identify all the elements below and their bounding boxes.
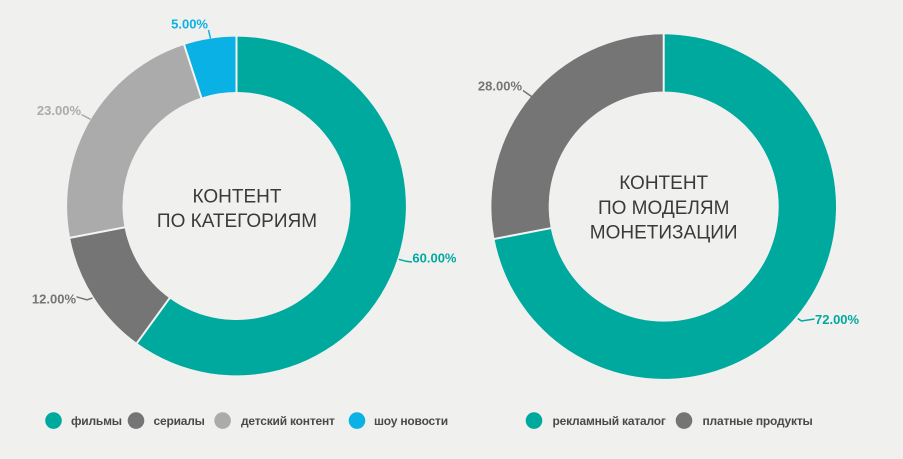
svg-text:23.00%: 23.00% <box>37 103 82 118</box>
svg-text:КОНТЕНТ: КОНТЕНТ <box>619 173 708 194</box>
svg-text:платные продукты: платные продукты <box>703 414 813 428</box>
svg-text:шоу новости: шоу новости <box>374 414 448 428</box>
svg-text:сериалы: сериалы <box>154 414 205 428</box>
svg-text:МОНЕТИЗАЦИИ: МОНЕТИЗАЦИИ <box>590 223 738 244</box>
svg-text:12.00%: 12.00% <box>32 292 77 307</box>
svg-text:КОНТЕНТ: КОНТЕНТ <box>193 187 282 208</box>
svg-text:60.00%: 60.00% <box>412 251 457 266</box>
svg-text:72.00%: 72.00% <box>815 312 860 327</box>
svg-text:детский контент: детский контент <box>241 414 335 428</box>
svg-text:5.00%: 5.00% <box>171 17 208 32</box>
svg-text:рекламный каталог: рекламный каталог <box>553 414 666 428</box>
svg-text:ПО МОДЕЛЯМ: ПО МОДЕЛЯМ <box>598 198 729 219</box>
svg-text:28.00%: 28.00% <box>478 79 523 94</box>
svg-text:фильмы: фильмы <box>71 414 122 428</box>
svg-text:ПО КАТЕГОРИЯМ: ПО КАТЕГОРИЯМ <box>157 211 317 232</box>
